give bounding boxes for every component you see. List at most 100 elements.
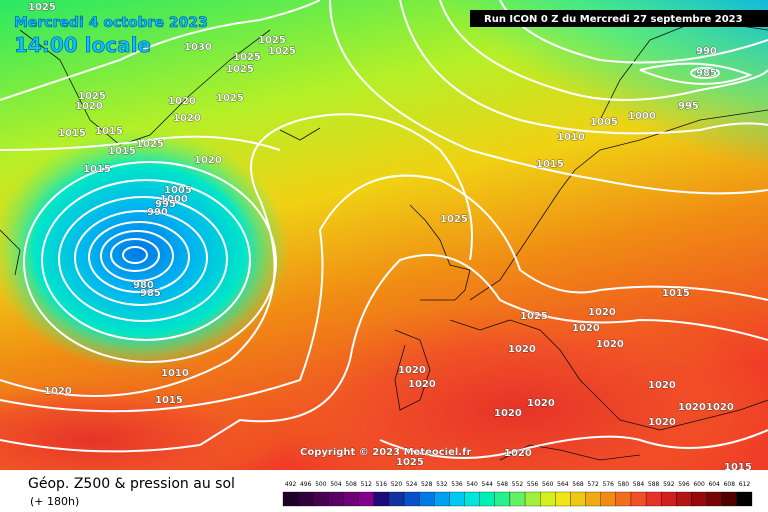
scale-label: 544 — [482, 481, 494, 488]
scale-swatch — [691, 491, 707, 507]
scale-swatch — [721, 491, 738, 507]
isobar-label: 1025 — [28, 2, 56, 13]
isobar-label: 1020 — [678, 402, 706, 413]
scale-label: 552 — [512, 481, 524, 488]
isobar-label: 1015 — [536, 159, 564, 170]
isobar-label: 985 — [140, 288, 161, 299]
scale-swatch — [540, 491, 556, 507]
isobar-label: 1015 — [108, 146, 136, 157]
scale-label: 584 — [633, 481, 645, 488]
scale-swatch — [494, 491, 511, 507]
scale-label: 504 — [330, 481, 342, 488]
isobar-label: 1020 — [596, 339, 624, 350]
isobar-label: 1015 — [83, 164, 111, 175]
scale-swatch — [676, 491, 692, 507]
scale-swatch — [419, 491, 435, 507]
scale-swatch — [509, 491, 526, 507]
isobar-label: 1020 — [572, 323, 600, 334]
isobar-label: 1010 — [557, 132, 585, 143]
isobar-label: 1025 — [258, 35, 286, 46]
scale-swatch — [661, 491, 677, 507]
scale-swatch — [524, 491, 541, 507]
isobar-label: 995 — [678, 101, 699, 112]
scale-label: 540 — [466, 481, 478, 488]
scale-swatch — [706, 491, 722, 507]
isobar-label: 1010 — [161, 368, 189, 379]
scale-swatch — [328, 491, 344, 507]
isobar-label: 985 — [696, 68, 717, 79]
isobar-label: 1025 — [136, 139, 164, 150]
scale-label: 536 — [451, 481, 463, 488]
isobar-label: 1020 — [408, 379, 436, 390]
scale-swatch — [297, 491, 314, 507]
scale-label: 572 — [587, 481, 599, 488]
isobar-label: 1025 — [226, 64, 254, 75]
scale-swatch — [479, 491, 495, 507]
scale-label: 508 — [345, 481, 357, 488]
isobar-label: 1015 — [662, 288, 690, 299]
scale-label: 580 — [618, 481, 630, 488]
isobar-labels: 1025103010251025102510251025102010201025… — [28, 2, 752, 474]
scale-swatch — [585, 491, 601, 507]
run-box — [470, 10, 768, 27]
isobar-label: 1020 — [398, 365, 426, 376]
isobar-label: 1020 — [648, 380, 676, 391]
isobar-label: 1020 — [194, 155, 222, 166]
time-label: 14:00 locale — [14, 33, 151, 57]
isobar-label: 1015 — [155, 395, 183, 406]
run-label: Run ICON 0 Z du Mercredi 27 septembre 20… — [484, 14, 743, 25]
scale-label: 576 — [603, 481, 615, 488]
scale-swatch — [570, 491, 586, 507]
scale-swatch — [373, 491, 390, 507]
isobar-label: 980 — [133, 280, 154, 291]
scale-swatch — [645, 491, 662, 507]
date-label: Mercredi 4 octobre 2023 — [14, 15, 208, 31]
isobar-label: 1005 — [590, 117, 618, 128]
isobar-label: 1020 — [75, 101, 103, 112]
isobar-label: 990 — [696, 46, 717, 57]
isobar-label: 1020 — [494, 408, 522, 419]
scale-swatch — [615, 491, 632, 507]
scale-label: 600 — [693, 481, 705, 488]
scale-swatch — [343, 491, 359, 507]
scale-label: 520 — [391, 481, 403, 488]
scale-label: 596 — [678, 481, 690, 488]
isobar-label: 1020 — [168, 96, 196, 107]
scale-label: 568 — [572, 481, 584, 488]
scale-swatch — [464, 491, 480, 507]
isobar-label: 1025 — [520, 311, 548, 322]
scale-swatch — [313, 491, 329, 507]
scale-label: 564 — [557, 481, 569, 488]
scale-label: 532 — [436, 481, 448, 488]
isobar-label: 1025 — [216, 93, 244, 104]
scale-label: 588 — [648, 481, 660, 488]
scale-swatch — [630, 491, 647, 507]
isobar-label: 1000 — [628, 111, 656, 122]
scale-swatch — [282, 491, 299, 507]
scale-label: 492 — [285, 481, 297, 488]
scale-label: 556 — [527, 481, 539, 488]
isobar-label: 1025 — [233, 52, 261, 63]
scale-swatch — [403, 491, 420, 507]
isobar-label: 1020 — [504, 448, 532, 459]
scale-label: 612 — [739, 481, 751, 488]
isobar-label: 1020 — [173, 113, 201, 124]
isobar-label: 1015 — [58, 128, 86, 139]
scale-swatch — [555, 491, 571, 507]
scale-label: 548 — [497, 481, 509, 488]
scale-swatch — [600, 491, 616, 507]
scale-label: 604 — [708, 481, 720, 488]
scale-label: 560 — [542, 481, 554, 488]
isobar-label: 1020 — [588, 307, 616, 318]
scale-label: 516 — [376, 481, 388, 488]
isobar-label: 995 — [155, 199, 176, 210]
isobar-label: 1020 — [44, 386, 72, 397]
isobar-label: 1025 — [440, 214, 468, 225]
footer-lead: (+ 180h) — [30, 495, 79, 508]
isobar-label: 1015 — [724, 462, 752, 473]
scale-swatch — [736, 491, 753, 507]
scale-swatch — [434, 491, 450, 507]
